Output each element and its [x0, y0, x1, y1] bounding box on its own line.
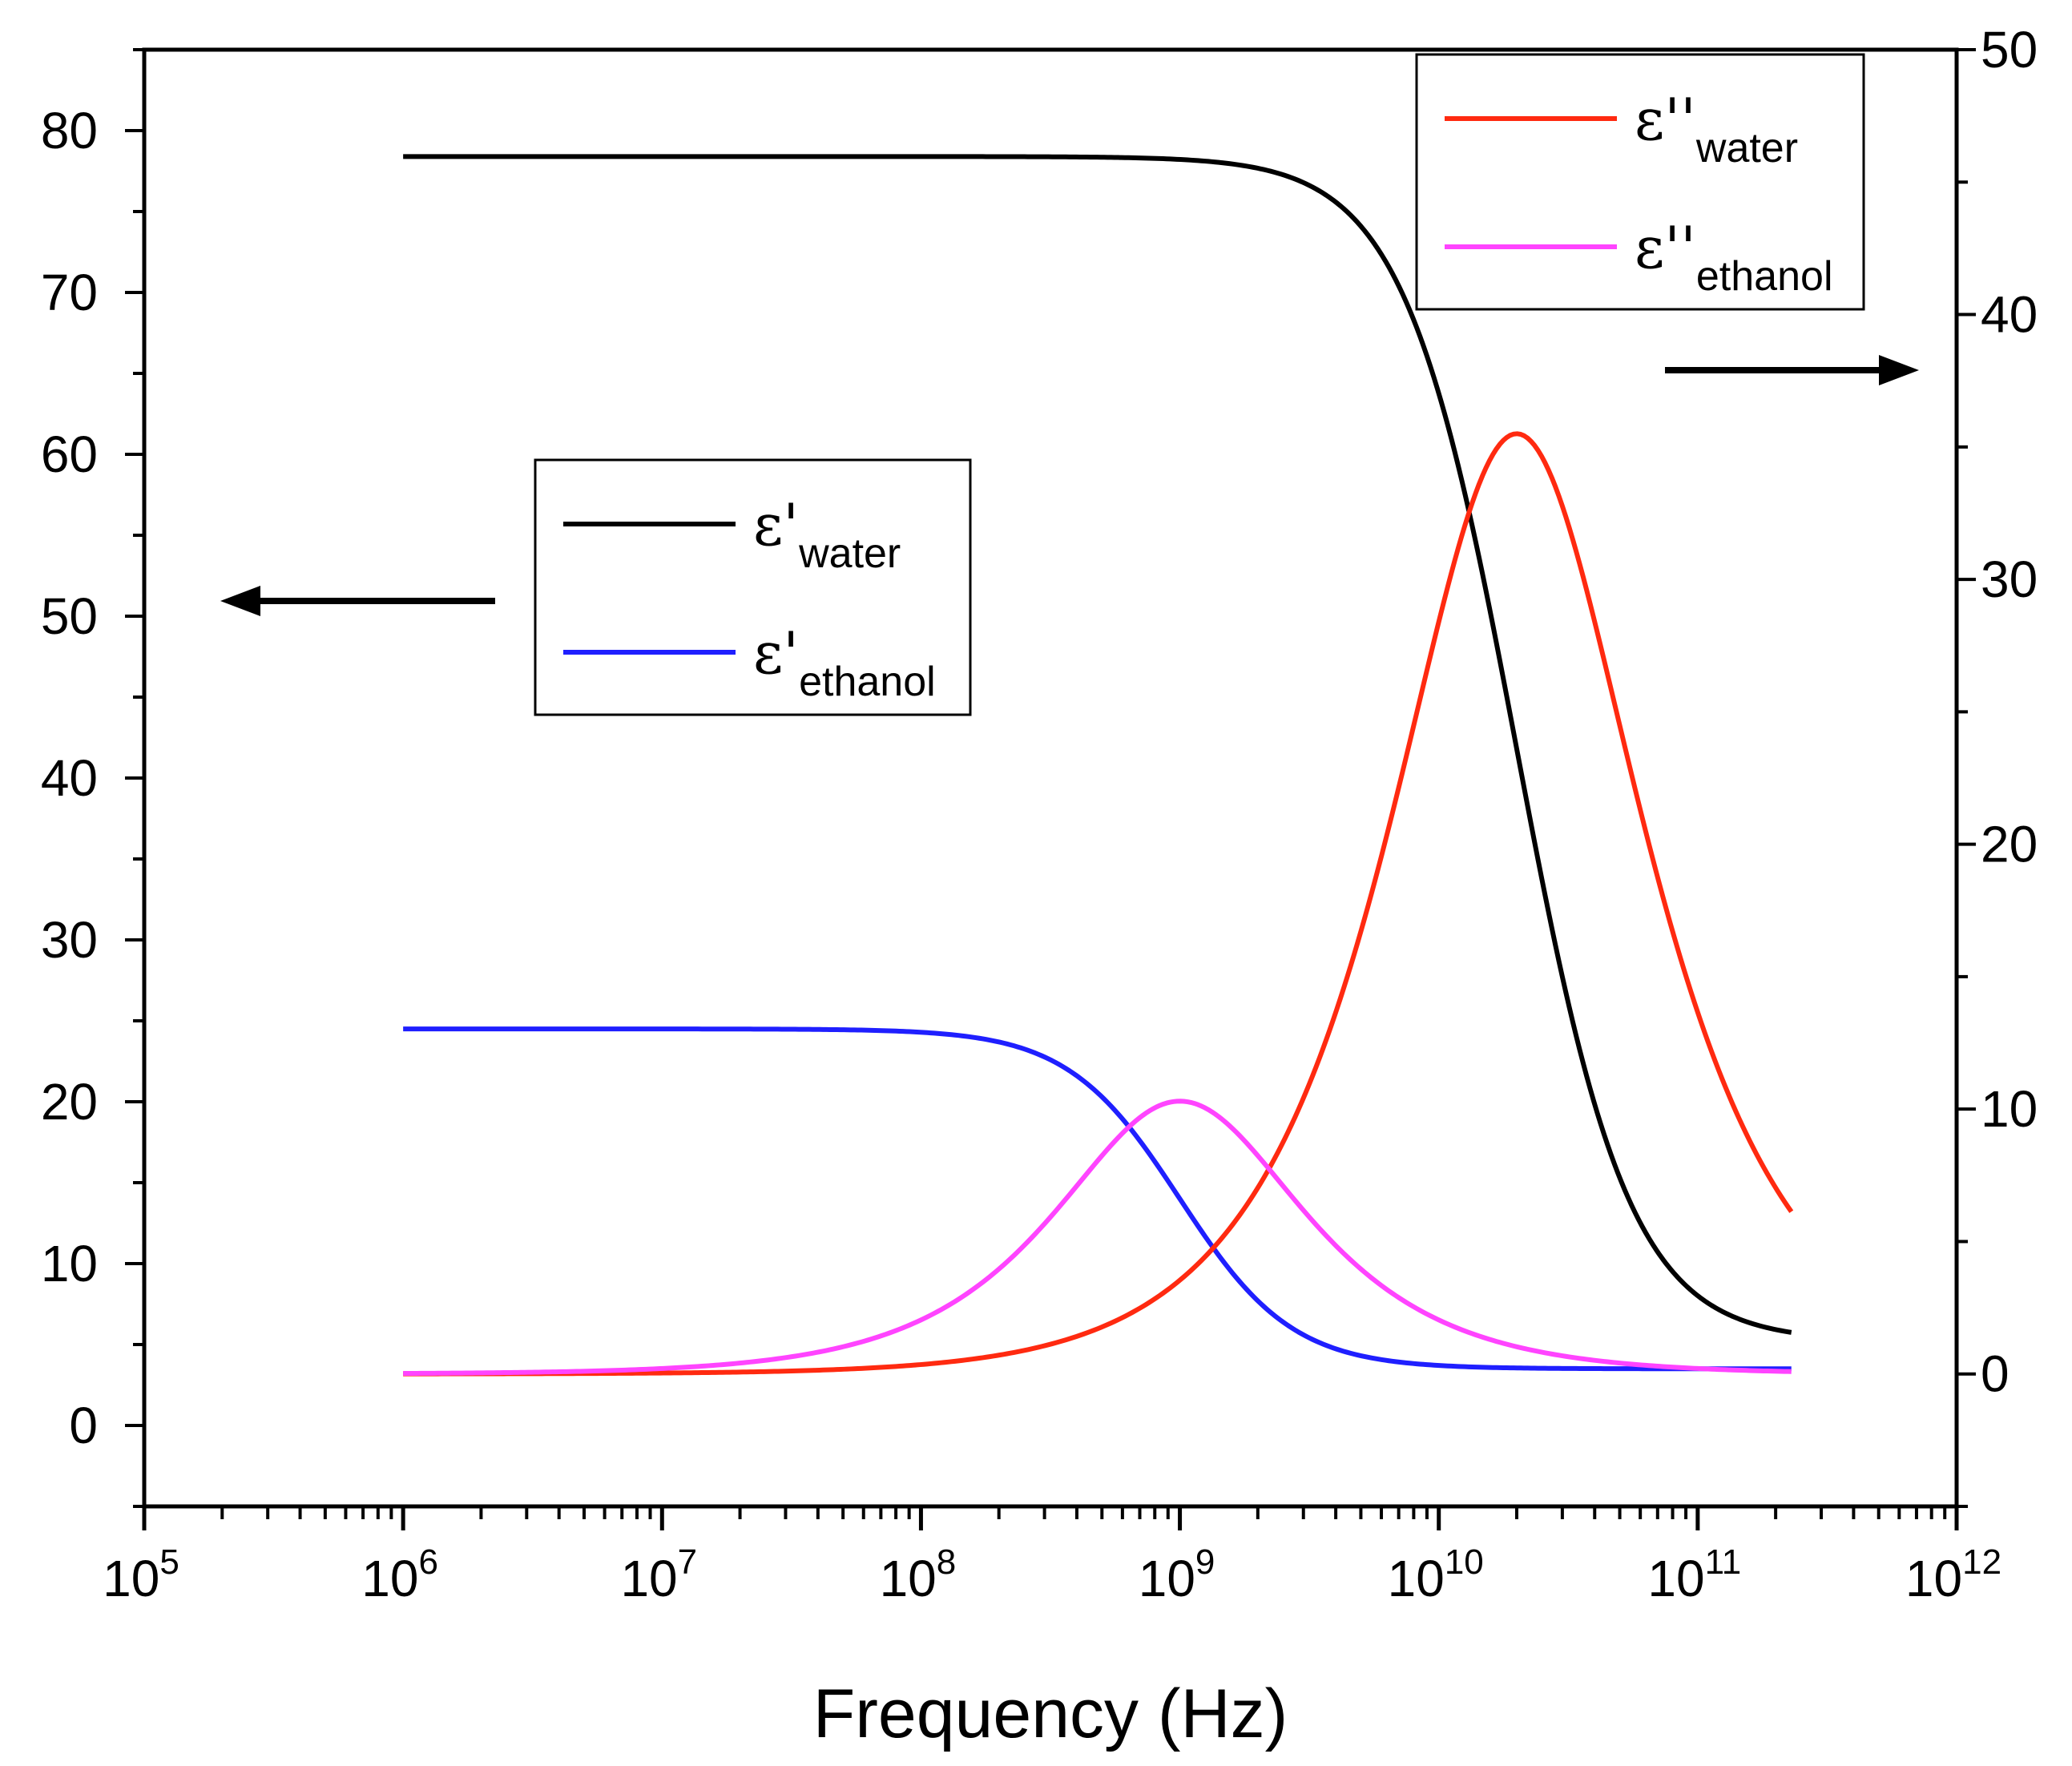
- legend-subscript: ethanol: [1696, 253, 1833, 300]
- y-left-tick-label: 60: [41, 425, 98, 483]
- x-tick-label: 1010: [1388, 1542, 1484, 1607]
- x-tick-exponent: 10: [1445, 1542, 1484, 1582]
- x-tick-base: 10: [1139, 1550, 1195, 1607]
- series-line-eps-imag-ethanol: [403, 1099, 1792, 1377]
- legend-subscript: water: [1695, 125, 1798, 171]
- y-left-tick-label: 20: [41, 1073, 98, 1131]
- legend-box-top-right: [1415, 53, 1865, 311]
- x-tick-exponent: 5: [159, 1542, 179, 1582]
- x-tick-exponent: 6: [418, 1542, 437, 1582]
- x-tick-label: 106: [361, 1542, 438, 1607]
- x-tick-label: 109: [1139, 1542, 1215, 1607]
- y-left-tick-label: 30: [41, 911, 98, 969]
- x-tick-base: 10: [620, 1550, 677, 1607]
- x-tick-base: 10: [361, 1550, 418, 1607]
- series-line-eps-imag-water: [403, 431, 1794, 1377]
- y-left-tick-label: 10: [41, 1235, 98, 1292]
- x-tick-exponent: 12: [1962, 1542, 2001, 1582]
- left-axis-arrow-head: [220, 586, 260, 616]
- x-tick-base: 10: [103, 1550, 159, 1607]
- y-left-tick-label: 40: [41, 749, 98, 807]
- y-left-tick-label: 0: [69, 1397, 98, 1454]
- legend-symbol: ε': [753, 491, 799, 558]
- axis-ticks: 105 106 107 108 109 1010 1011 10120102030405060…: [41, 21, 2038, 1607]
- series-layer: [403, 154, 1794, 1377]
- x-tick-label: 107: [620, 1542, 697, 1607]
- y-right-tick-label: 40: [1981, 286, 2038, 344]
- y-right-tick-label: 0: [1981, 1345, 2010, 1403]
- series-line-eps-real-ethanol: [403, 1026, 1792, 1372]
- x-tick-exponent: 11: [1705, 1542, 1742, 1582]
- x-tick-base: 10: [880, 1550, 937, 1607]
- x-tick-label: 1011: [1647, 1542, 1741, 1607]
- x-tick-label: 105: [103, 1542, 179, 1607]
- legend-box-center-left: [534, 458, 972, 716]
- y-right-tick-label: 10: [1981, 1080, 2038, 1138]
- axis-arrows: [220, 355, 1919, 616]
- y-left-tick-label: 50: [41, 587, 98, 645]
- x-tick-label: 1012: [1905, 1542, 2001, 1607]
- y-left-tick-label: 80: [41, 102, 98, 159]
- legend-symbol: ε'': [1635, 214, 1696, 281]
- y-left-tick-label: 70: [41, 264, 98, 321]
- x-tick-exponent: 7: [678, 1542, 697, 1582]
- y-right-tick-label: 20: [1981, 816, 2038, 873]
- x-tick-exponent: 9: [1195, 1542, 1215, 1582]
- x-tick-base: 10: [1647, 1550, 1704, 1607]
- legend-subscript: water: [798, 530, 901, 577]
- legend-symbol: ε': [753, 619, 799, 687]
- legend-subscript: ethanol: [799, 659, 936, 705]
- x-tick-label: 108: [880, 1542, 957, 1607]
- y-right-tick-label: 50: [1981, 21, 2038, 79]
- legend-label-ethanol: ε''ethanol: [1635, 214, 1833, 300]
- legend-label-water: ε'water: [753, 491, 901, 577]
- series-line-eps-real-water: [403, 154, 1792, 1335]
- legend-label-ethanol: ε'ethanol: [753, 619, 936, 705]
- x-tick-base: 10: [1905, 1550, 1962, 1607]
- legend-symbol: ε'': [1635, 86, 1696, 153]
- y-right-tick-label: 30: [1981, 550, 2038, 608]
- right-axis-arrow-head: [1879, 355, 1919, 385]
- x-axis-title: Frequency (Hz): [813, 1675, 1288, 1752]
- x-tick-exponent: 8: [937, 1542, 956, 1582]
- legend-label-water: ε''water: [1635, 86, 1798, 171]
- x-tick-base: 10: [1388, 1550, 1445, 1607]
